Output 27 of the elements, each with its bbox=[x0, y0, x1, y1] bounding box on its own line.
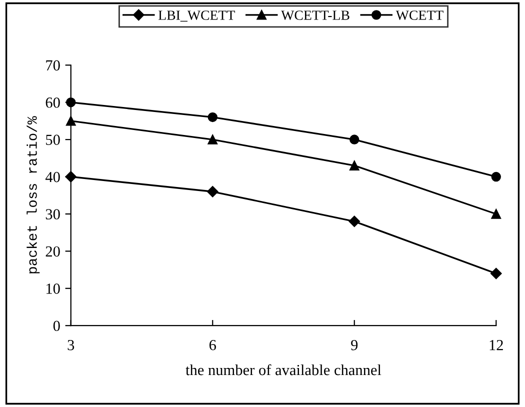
y-tick-label: 50 bbox=[46, 134, 60, 145]
x-tick-label: 6 bbox=[209, 340, 216, 350]
point bbox=[491, 172, 501, 182]
point bbox=[348, 216, 360, 228]
point bbox=[490, 268, 502, 280]
point bbox=[65, 171, 76, 182]
x-tick-label: 9 bbox=[351, 340, 358, 350]
point bbox=[207, 186, 218, 198]
point bbox=[208, 112, 218, 122]
point bbox=[491, 209, 501, 219]
x-axis-title: the number of available channel bbox=[186, 364, 382, 376]
point bbox=[208, 134, 218, 144]
point bbox=[350, 134, 360, 144]
y-axis-title: packet loss ratio/% bbox=[26, 116, 40, 274]
y-tick-label: 10 bbox=[46, 284, 60, 294]
legend-label: WCETT bbox=[396, 10, 444, 20]
y-tick-label: 0 bbox=[53, 320, 60, 332]
y-tick-label: 70 bbox=[46, 60, 60, 71]
x-tick-label: 3 bbox=[68, 340, 74, 350]
y-tick-label: 20 bbox=[46, 246, 60, 257]
y-tick-label: 40 bbox=[45, 172, 60, 182]
y-tick-label: 60 bbox=[46, 97, 60, 108]
point bbox=[350, 160, 360, 170]
legend-label: LBI_WCETT bbox=[158, 10, 235, 22]
y-tick-label: 30 bbox=[46, 209, 60, 220]
x-tick-label: 12 bbox=[490, 340, 503, 350]
legend-label: WCETT-LB bbox=[281, 10, 350, 20]
